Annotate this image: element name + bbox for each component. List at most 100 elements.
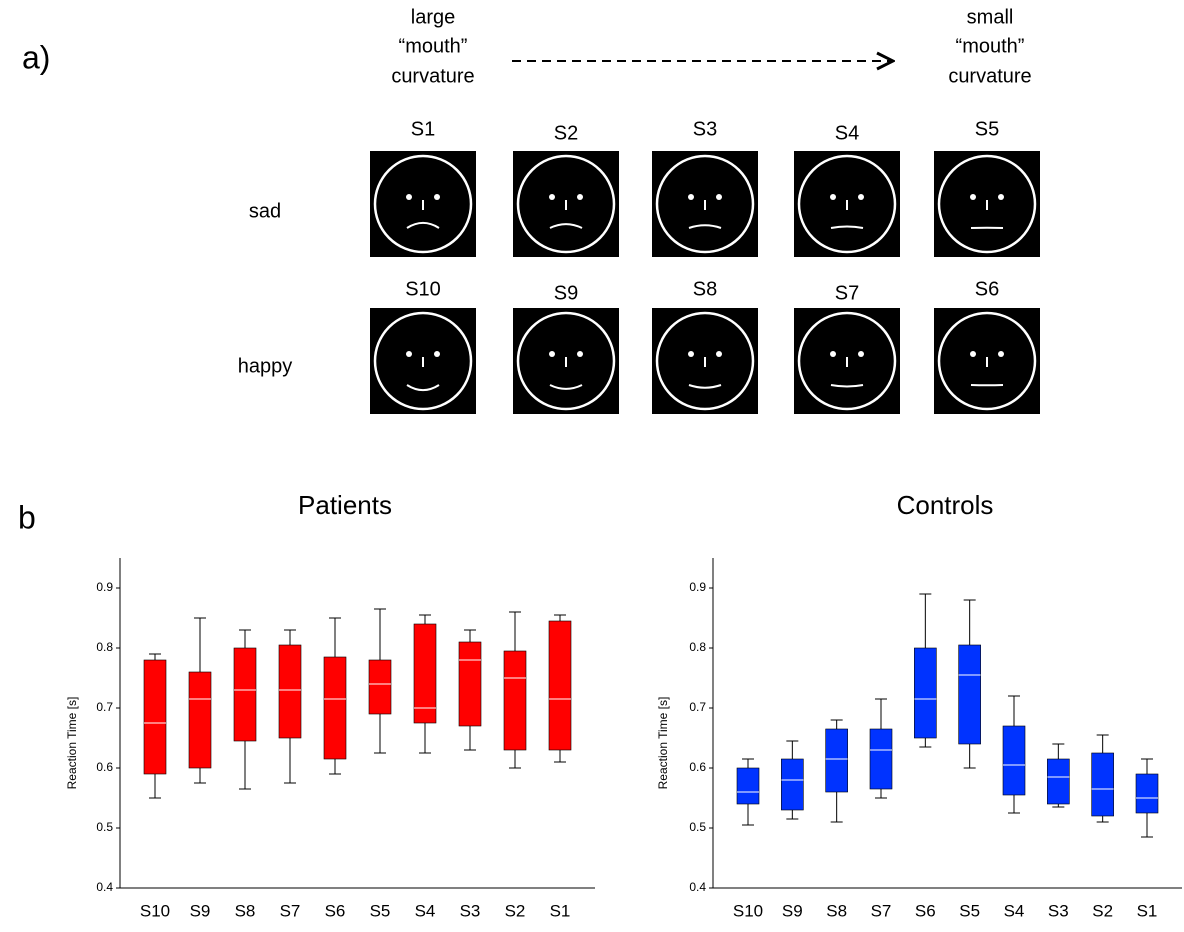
mouth	[406, 384, 440, 392]
row-label: happy	[238, 355, 293, 377]
mouth	[549, 223, 583, 229]
box	[1047, 758, 1070, 805]
box	[413, 623, 437, 724]
face-outline	[655, 311, 755, 411]
eye	[434, 194, 440, 200]
eye	[998, 194, 1004, 200]
box	[278, 644, 302, 739]
mouth	[830, 384, 864, 388]
mouth	[688, 384, 722, 389]
eye	[970, 351, 976, 357]
note: curvature	[948, 65, 1031, 87]
face-outline	[655, 154, 755, 254]
stimulus-label: S2	[554, 122, 578, 144]
y-tick-label: 0.7	[689, 700, 706, 714]
mouth	[406, 221, 440, 229]
face-outline	[373, 154, 473, 254]
x-tick-label: S9	[782, 901, 803, 920]
eye	[549, 351, 555, 357]
eye	[716, 194, 722, 200]
x-tick-label: S1	[1137, 901, 1158, 920]
x-tick-label: S10	[733, 901, 763, 920]
box	[869, 728, 893, 790]
face-outline	[797, 311, 897, 411]
stimulus-label: S5	[975, 118, 999, 140]
box	[736, 767, 760, 805]
stimulus-label: S4	[835, 122, 859, 144]
mouth	[549, 384, 583, 390]
face-outline	[516, 154, 616, 254]
x-tick-label: S2	[1092, 901, 1113, 920]
box	[1091, 752, 1114, 817]
x-tick-label: S5	[370, 901, 391, 920]
box	[1002, 725, 1026, 796]
mouth	[688, 224, 722, 229]
y-tick-label: 0.6	[96, 760, 113, 774]
panel-label: a)	[22, 39, 50, 75]
stimulus-label: S6	[975, 278, 999, 300]
y-tick-label: 0.5	[689, 820, 706, 834]
row-label: sad	[249, 200, 281, 222]
eye	[688, 351, 694, 357]
x-tick-label: S3	[1048, 901, 1069, 920]
x-tick-label: S4	[415, 901, 436, 920]
face-outline	[937, 154, 1037, 254]
box	[548, 620, 572, 751]
box	[781, 758, 804, 811]
box	[458, 641, 482, 727]
y-tick-label: 0.8	[689, 640, 706, 654]
eye	[434, 351, 440, 357]
box	[188, 671, 212, 769]
y-tick-label: 0.6	[689, 760, 706, 774]
eye	[406, 351, 412, 357]
note: large	[411, 6, 455, 28]
chart-title: Controls	[897, 490, 994, 520]
box	[958, 644, 981, 745]
eye	[998, 351, 1004, 357]
y-tick-label: 0.8	[96, 640, 113, 654]
y-axis-label: Reaction Time [s]	[65, 697, 79, 790]
stimulus-label: S7	[835, 282, 859, 304]
eye	[577, 194, 583, 200]
x-tick-label: S1	[550, 901, 571, 920]
stimulus-label: S10	[405, 278, 441, 300]
x-tick-label: S3	[460, 901, 481, 920]
face-outline	[516, 311, 616, 411]
y-axis-label: Reaction Time [s]	[656, 697, 670, 790]
y-tick-label: 0.7	[96, 700, 113, 714]
y-tick-label: 0.9	[96, 580, 113, 594]
x-tick-label: S4	[1004, 901, 1025, 920]
y-tick-label: 0.5	[96, 820, 113, 834]
eye	[577, 351, 583, 357]
eye	[688, 194, 694, 200]
box	[323, 656, 347, 760]
face-outline	[797, 154, 897, 254]
box	[1135, 773, 1159, 814]
box	[233, 647, 257, 742]
face-outline	[937, 311, 1037, 411]
face-outline	[373, 311, 473, 411]
x-tick-label: S8	[235, 901, 256, 920]
box	[368, 659, 392, 715]
x-tick-label: S8	[826, 901, 847, 920]
box	[914, 647, 937, 739]
y-tick-label: 0.9	[689, 580, 706, 594]
chart-title: Patients	[298, 490, 392, 520]
x-tick-label: S6	[325, 901, 346, 920]
box	[143, 659, 167, 775]
eye	[858, 194, 864, 200]
x-tick-label: S9	[190, 901, 211, 920]
x-tick-label: S7	[871, 901, 892, 920]
box	[503, 650, 527, 751]
note: “mouth”	[399, 35, 468, 57]
x-tick-label: S5	[959, 901, 980, 920]
x-tick-label: S10	[140, 901, 170, 920]
note: curvature	[391, 65, 474, 87]
eye	[549, 194, 555, 200]
x-tick-label: S2	[505, 901, 526, 920]
box	[825, 728, 848, 793]
stimulus-label: S3	[693, 118, 717, 140]
eye	[406, 194, 412, 200]
